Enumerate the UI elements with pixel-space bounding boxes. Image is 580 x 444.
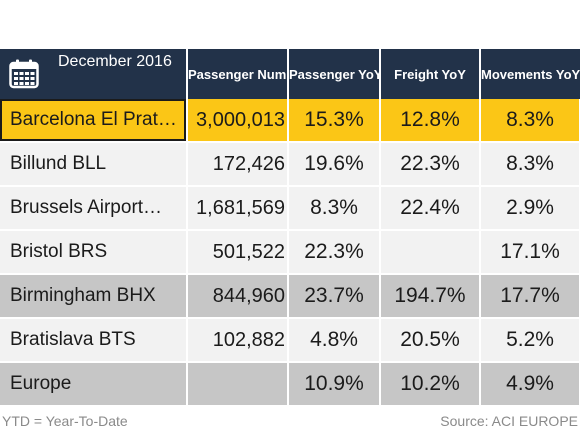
airport-name: Brussels Airport… [0, 186, 188, 231]
table-row: Bristol BRS 501,522 22.3% 17.1% [0, 230, 580, 275]
passenger-number: 102,882 [187, 318, 289, 363]
movements-yoy: 8.3% [480, 142, 580, 187]
movements-yoy: 2.9% [480, 186, 580, 231]
passenger-number: 172,426 [187, 142, 289, 187]
freight-yoy: 194.7% [380, 274, 481, 319]
period-label: December 2016 [58, 53, 172, 70]
airport-stats-table: December 2016 Passenger Number Passenger… [0, 49, 580, 407]
movements-yoy: 8.3% [480, 99, 580, 143]
passenger-number: 501,522 [187, 230, 289, 275]
passenger-yoy: 10.9% [288, 362, 381, 407]
passenger-yoy: 4.8% [288, 318, 381, 363]
passenger-yoy: 22.3% [288, 230, 381, 275]
table-row: Barcelona El Prat… 3,000,013 15.3% 12.8%… [0, 99, 580, 143]
movements-yoy: 4.9% [480, 362, 580, 407]
ytd-note: YTD = Year-To-Date [2, 413, 128, 429]
table-row: Bratislava BTS 102,882 4.8% 20.5% 5.2% [0, 318, 580, 363]
column-header-passenger-number: Passenger Number [187, 49, 289, 99]
airport-name: Bristol BRS [0, 230, 188, 275]
airport-name: Billund BLL [0, 142, 188, 187]
freight-yoy [380, 230, 481, 275]
passenger-yoy: 23.7% [288, 274, 381, 319]
movements-yoy: 17.7% [480, 274, 580, 319]
airport-name: Bratislava BTS [0, 318, 188, 363]
column-header-freight-yoy: Freight YoY [380, 49, 481, 99]
table-row: Billund BLL 172,426 19.6% 22.3% 8.3% [0, 142, 580, 187]
freight-yoy: 10.2% [380, 362, 481, 407]
freight-yoy: 20.5% [380, 318, 481, 363]
freight-yoy: 12.8% [380, 99, 481, 143]
airport-name: Barcelona El Prat… [0, 99, 188, 143]
airport-name: Birmingham BHX [0, 274, 188, 319]
passenger-yoy: 19.6% [288, 142, 381, 187]
period-header: December 2016 [0, 49, 188, 99]
table-row: Europe 10.9% 10.2% 4.9% [0, 362, 580, 407]
column-header-movements-yoy: Movements YoY [480, 49, 580, 99]
freight-yoy: 22.3% [380, 142, 481, 187]
airport-name: Europe [0, 362, 188, 407]
movements-yoy: 5.2% [480, 318, 580, 363]
table-row: Brussels Airport… 1,681,569 8.3% 22.4% 2… [0, 186, 580, 231]
source-note: Source: ACI EUROPE [440, 413, 578, 429]
table-row: Birmingham BHX 844,960 23.7% 194.7% 17.7… [0, 274, 580, 319]
movements-yoy: 17.1% [480, 230, 580, 275]
passenger-number: 844,960 [187, 274, 289, 319]
passenger-number [187, 362, 289, 407]
passenger-number: 1,681,569 [187, 186, 289, 231]
passenger-yoy: 15.3% [288, 99, 381, 143]
table-header-row: December 2016 Passenger Number Passenger… [0, 49, 580, 99]
passenger-yoy: 8.3% [288, 186, 381, 231]
calendar-icon [9, 59, 39, 89]
freight-yoy: 22.4% [380, 186, 481, 231]
passenger-number: 3,000,013 [187, 99, 289, 143]
column-header-passenger-yoy: Passenger YoY [288, 49, 381, 99]
